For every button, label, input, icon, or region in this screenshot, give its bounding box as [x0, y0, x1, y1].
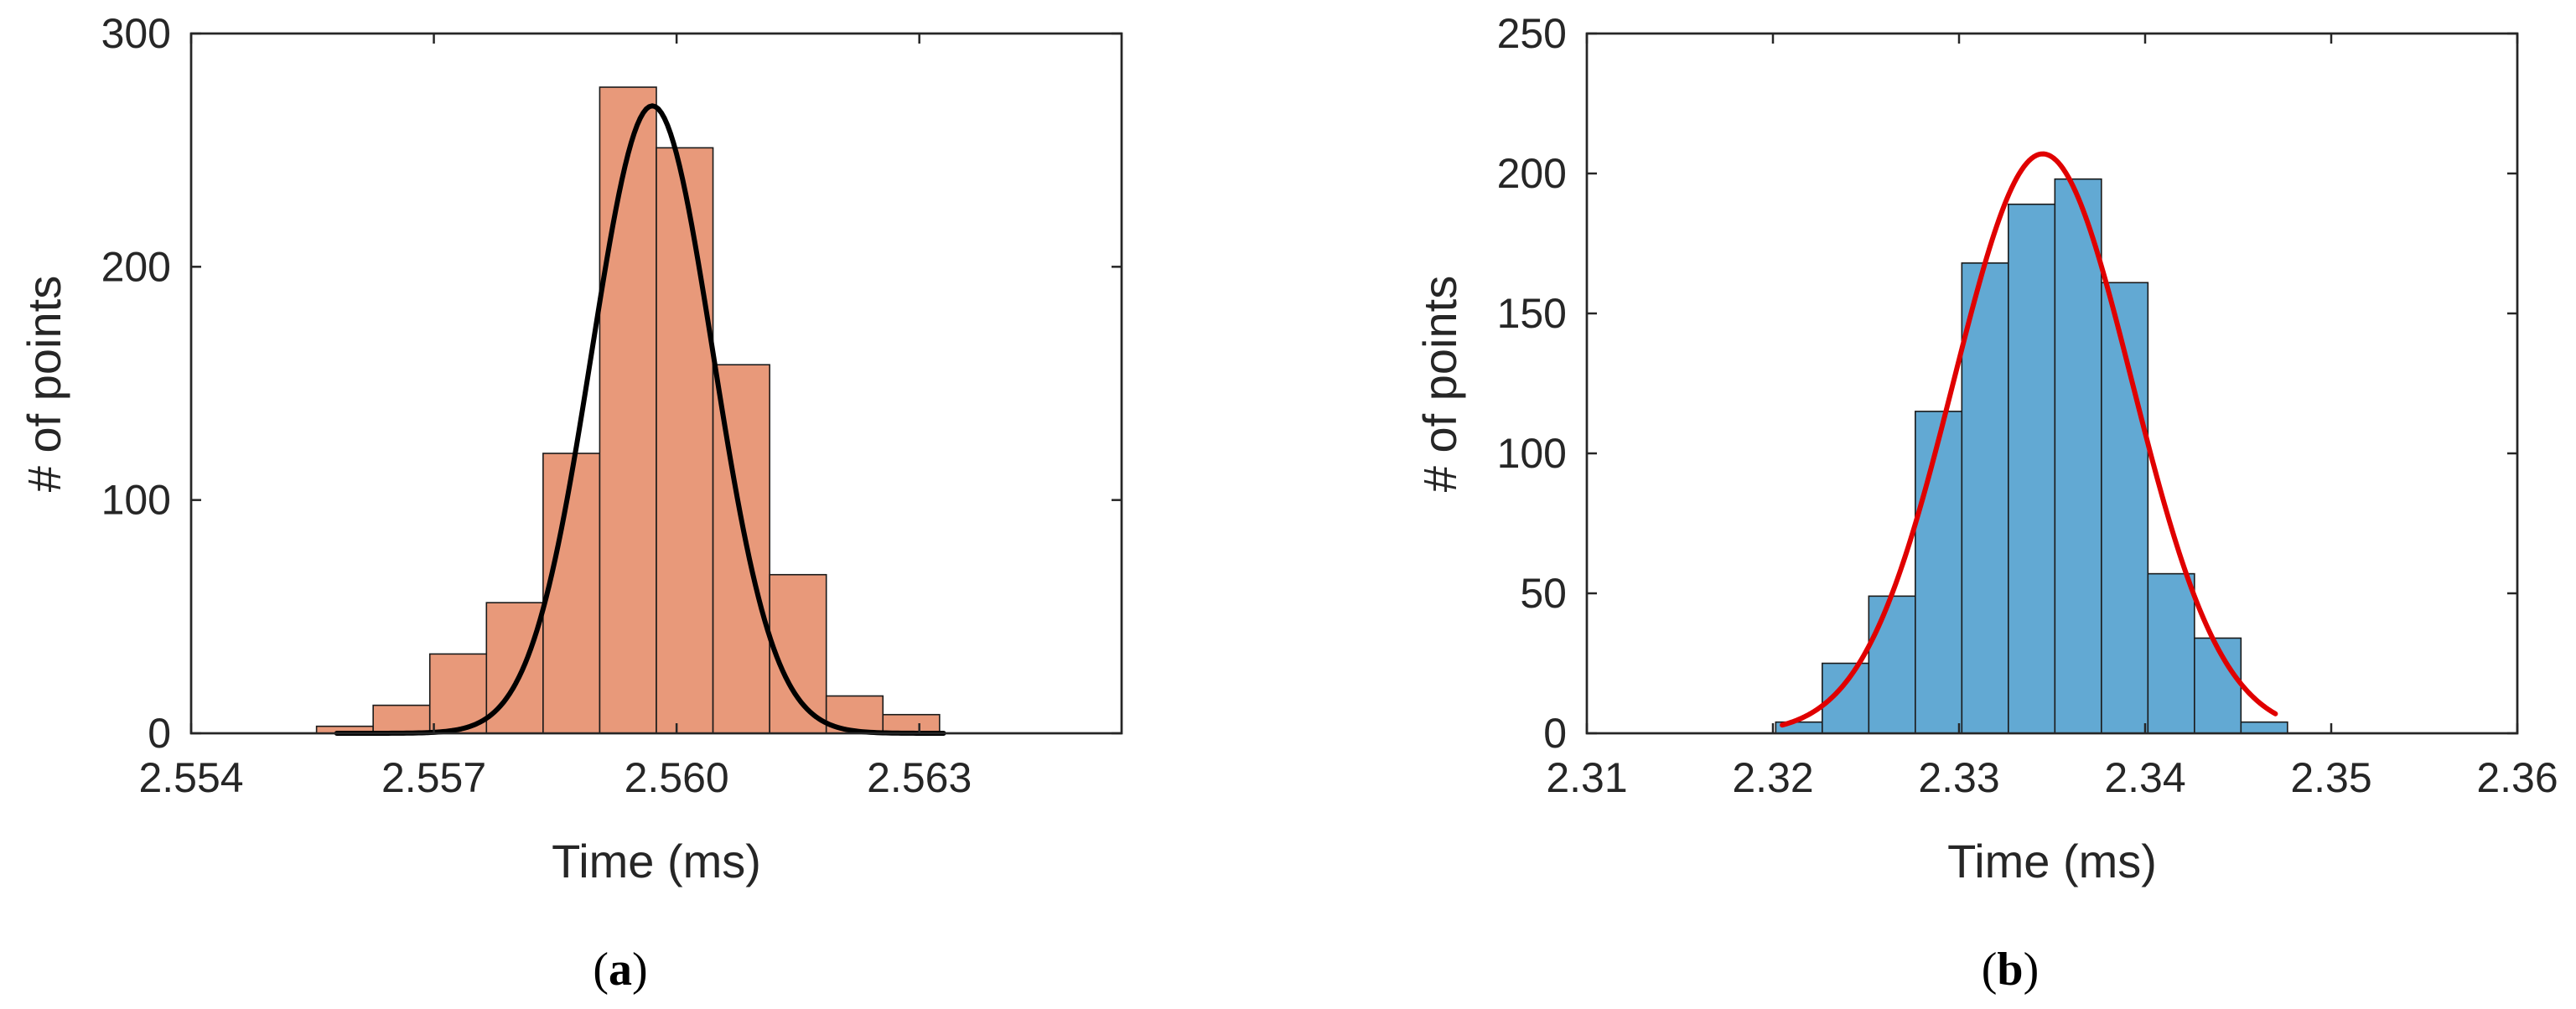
gaussian-fit-curve-a	[334, 103, 946, 736]
fit-curve-group-b	[1780, 151, 2278, 728]
y-tick-label-b: 150	[1497, 290, 1567, 337]
panel-label-b-close: )	[2024, 944, 2040, 996]
x-tick-label-a: 2.560	[625, 754, 729, 801]
histogram-bar-b	[1868, 595, 1916, 734]
y-axis-label-a: # of points	[18, 276, 70, 492]
y-tick-label-b: 100	[1497, 430, 1567, 477]
x-tick-label-b: 2.35	[2290, 754, 2371, 801]
axes-box-a	[189, 32, 1123, 735]
x-tick-label-a: 2.557	[381, 754, 486, 801]
gaussian-fit-curve-b	[1780, 151, 2278, 728]
histogram-bar-a	[599, 86, 657, 734]
histogram-bar-a	[769, 573, 827, 734]
axes-frame-a	[189, 32, 1123, 735]
histogram-bar-a	[372, 704, 431, 734]
y-tick-label-b: 200	[1497, 150, 1567, 197]
y-tick-label-a: 100	[101, 477, 171, 524]
y-axis-label-b: # of points	[1413, 276, 1466, 492]
histogram-bar-b	[1961, 262, 2009, 734]
panel-label-a-open: (	[593, 944, 609, 996]
x-tick-label-b: 2.34	[2104, 754, 2185, 801]
axes-box-b	[1585, 32, 2519, 735]
x-tick-label-b: 2.36	[2476, 754, 2558, 801]
x-axis-label-b: Time (ms)	[1947, 835, 2157, 887]
histogram-bar-b	[2008, 203, 2056, 734]
x-tick-label-b: 2.31	[1546, 754, 1627, 801]
panel-label-b: (b)	[1982, 944, 2039, 996]
histogram-panel-b: 2.31 2.32 2.33 2.34 2.35 2.36 0 50 100 150 200 250…	[1413, 10, 2558, 996]
histogram-bar-b	[2194, 637, 2242, 734]
y-tick-label-b: 250	[1497, 10, 1567, 57]
x-tick-label-b: 2.32	[1732, 754, 1813, 801]
y-tick-label-a: 300	[101, 10, 171, 57]
histogram-bar-b	[1915, 411, 1963, 734]
panel-label-a: (a)	[593, 944, 647, 996]
panel-label-b-open: (	[1982, 944, 1998, 996]
panel-label-a-close: )	[632, 944, 648, 996]
histogram-bar-b	[2147, 572, 2195, 734]
axes-frame-b	[1585, 32, 2519, 735]
histogram-bars-a	[315, 86, 941, 734]
x-axis-label-a: Time (ms)	[552, 835, 761, 887]
x-axis-ticks-b: 2.31 2.32 2.33 2.34 2.35 2.36	[1546, 34, 2558, 801]
panel-label-b-letter: b	[1997, 944, 2023, 996]
histogram-bar-a	[712, 364, 770, 734]
x-tick-label-a: 2.554	[138, 754, 243, 801]
histogram-panel-a: 2.554 2.557 2.560 2.563 0 100 200 300 Time (ms…	[18, 10, 1123, 996]
x-tick-label-b: 2.33	[1918, 754, 1999, 801]
y-tick-label-b: 0	[1543, 710, 1567, 757]
y-tick-label-a: 0	[148, 710, 171, 757]
fit-curve-group-a	[334, 103, 946, 736]
histogram-bar-b	[2240, 721, 2288, 734]
y-axis-ticks-b: 0 50 100 150 200 250	[1497, 10, 2517, 757]
x-tick-label-a: 2.563	[867, 754, 972, 801]
histogram-bar-b	[2054, 178, 2102, 734]
histogram-bar-a	[882, 713, 941, 734]
histogram-bar-a	[542, 453, 601, 734]
y-tick-label-b: 50	[1520, 570, 1567, 617]
histogram-bar-a	[656, 147, 714, 734]
panel-label-a-letter: a	[609, 944, 632, 996]
histogram-bars-b	[1775, 178, 2288, 734]
x-axis-ticks-a: 2.554 2.557 2.560 2.563	[138, 34, 972, 801]
y-axis-ticks-a: 0 100 200 300	[101, 10, 1122, 757]
y-tick-label-a: 200	[101, 243, 171, 290]
